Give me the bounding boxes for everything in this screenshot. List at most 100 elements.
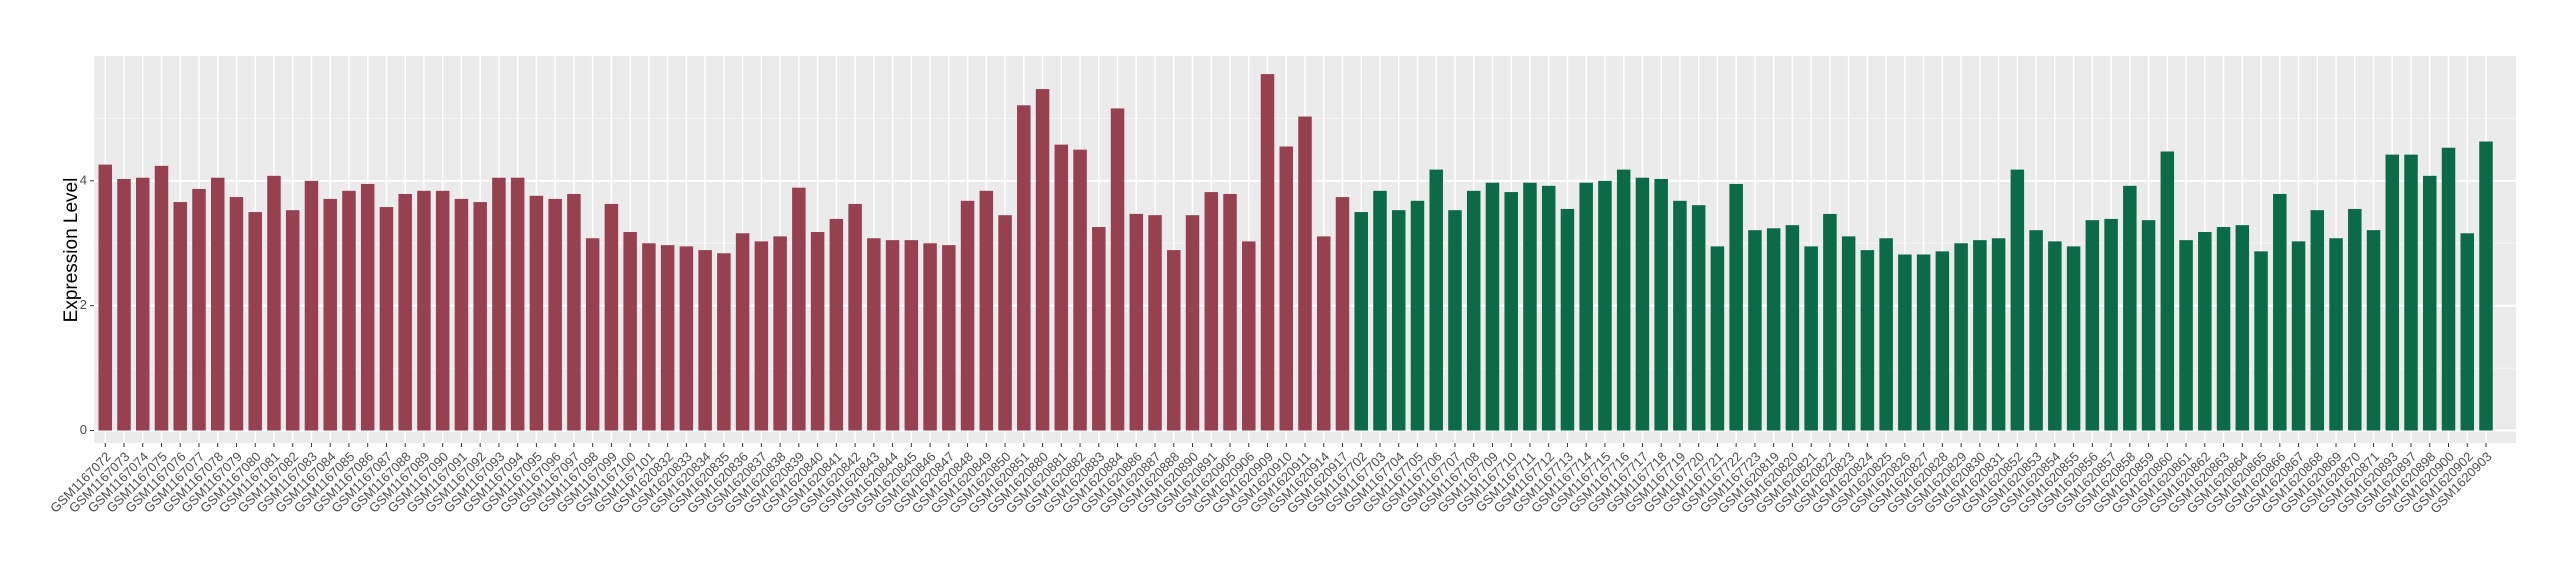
bar bbox=[2385, 154, 2400, 431]
bar bbox=[2235, 225, 2250, 431]
y-tick-label: 0 bbox=[80, 422, 87, 437]
bar bbox=[2066, 246, 2081, 431]
bar bbox=[323, 198, 337, 431]
bar bbox=[1110, 108, 1125, 431]
bar bbox=[1485, 182, 1500, 431]
bar bbox=[1710, 246, 1725, 431]
y-tick-label: 2 bbox=[80, 297, 87, 312]
bar bbox=[2366, 230, 2381, 431]
bar bbox=[604, 203, 619, 431]
bar bbox=[1748, 230, 1762, 431]
bar bbox=[117, 178, 131, 431]
bar bbox=[267, 175, 281, 431]
bar bbox=[2141, 220, 2156, 431]
bar bbox=[417, 190, 431, 431]
bar bbox=[1167, 250, 1181, 431]
bar bbox=[135, 177, 150, 431]
bar bbox=[885, 240, 900, 431]
bar bbox=[1073, 149, 1087, 431]
bar bbox=[398, 193, 412, 431]
bar bbox=[867, 238, 881, 431]
bar bbox=[173, 202, 187, 431]
bar bbox=[1673, 200, 1687, 431]
bar bbox=[848, 203, 862, 431]
bar bbox=[1973, 240, 1987, 431]
bar bbox=[660, 245, 675, 431]
bar bbox=[2198, 232, 2212, 431]
bar bbox=[1448, 210, 1462, 431]
bar bbox=[1466, 190, 1481, 431]
bar bbox=[1560, 208, 1575, 431]
bar bbox=[510, 177, 525, 431]
bar bbox=[1691, 205, 1706, 431]
bar bbox=[304, 180, 319, 431]
bar bbox=[1954, 243, 1968, 431]
bar bbox=[1054, 144, 1069, 431]
bar bbox=[1092, 227, 1106, 431]
bar bbox=[98, 164, 112, 431]
bar bbox=[1316, 236, 1331, 431]
bar bbox=[1129, 213, 1144, 431]
bar bbox=[2104, 218, 2118, 431]
bar bbox=[248, 212, 262, 431]
bar bbox=[1766, 228, 1781, 431]
bar bbox=[2460, 233, 2475, 431]
bar bbox=[2085, 220, 2100, 431]
bar bbox=[285, 210, 300, 431]
bar bbox=[2029, 230, 2043, 431]
bar bbox=[435, 190, 450, 431]
bar bbox=[1898, 254, 1912, 431]
bar bbox=[2310, 210, 2325, 431]
bar bbox=[1298, 116, 1312, 431]
bar bbox=[923, 243, 937, 431]
bar bbox=[1598, 180, 1612, 431]
bar bbox=[192, 188, 206, 431]
bar bbox=[567, 193, 581, 431]
bar bbox=[1185, 215, 1200, 431]
bar bbox=[792, 187, 806, 431]
bar bbox=[1204, 192, 1219, 431]
bar bbox=[904, 240, 919, 431]
bar bbox=[1616, 169, 1631, 431]
bar bbox=[642, 243, 656, 431]
bar bbox=[810, 232, 825, 431]
bar bbox=[2048, 241, 2062, 431]
bar bbox=[2123, 185, 2137, 431]
bar bbox=[1148, 215, 1162, 431]
bar bbox=[2329, 238, 2343, 431]
bar bbox=[679, 246, 694, 431]
bar bbox=[229, 197, 244, 431]
bar bbox=[1017, 105, 1031, 431]
bar bbox=[1729, 183, 1743, 431]
bar bbox=[1991, 238, 2006, 431]
bar bbox=[492, 177, 506, 431]
y-tick-label: 4 bbox=[80, 172, 87, 187]
bar bbox=[1223, 193, 1237, 431]
bar bbox=[1354, 212, 1368, 431]
bar bbox=[1279, 146, 1294, 431]
bar bbox=[548, 198, 562, 431]
bar bbox=[1541, 185, 1556, 431]
bar bbox=[1579, 182, 1593, 431]
bar bbox=[529, 195, 544, 431]
bar bbox=[2273, 193, 2287, 431]
bar bbox=[754, 241, 769, 431]
bar bbox=[1373, 190, 1387, 431]
bar bbox=[2010, 169, 2025, 431]
bar bbox=[360, 183, 375, 431]
bar bbox=[2160, 151, 2175, 431]
bar bbox=[454, 198, 469, 431]
bar bbox=[998, 215, 1012, 431]
bar bbox=[2291, 241, 2306, 431]
bar bbox=[1804, 246, 1818, 431]
bar bbox=[735, 233, 750, 431]
bar bbox=[1391, 210, 1406, 431]
bar bbox=[960, 200, 975, 431]
bar bbox=[1785, 225, 1800, 431]
bar bbox=[717, 253, 731, 431]
bar bbox=[1935, 251, 1950, 431]
bar bbox=[698, 250, 712, 431]
bar bbox=[1860, 250, 1875, 431]
bar bbox=[154, 165, 169, 431]
